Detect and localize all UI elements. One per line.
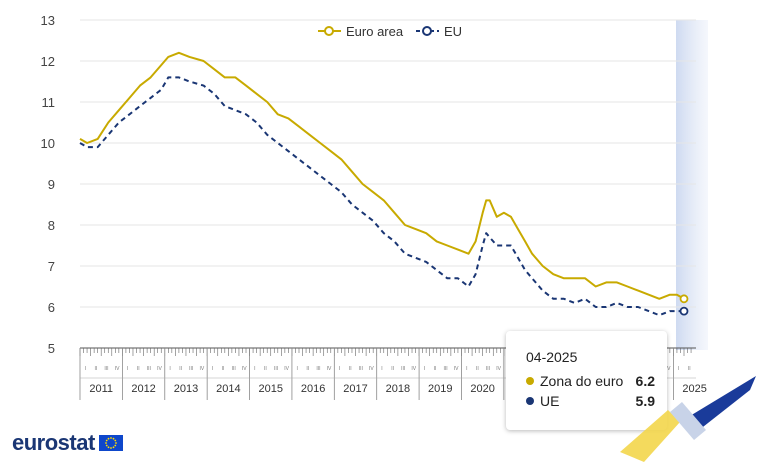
legend-eu-marker xyxy=(422,26,432,36)
quarter-label: II xyxy=(222,366,225,372)
quarter-label: II xyxy=(476,366,479,372)
year-label: 2018 xyxy=(386,383,410,395)
eurostat-logo: eurostat xyxy=(12,430,123,456)
quarter-label: IV xyxy=(496,366,501,372)
quarter-label: II xyxy=(391,366,394,372)
year-label: 2020 xyxy=(470,383,494,395)
quarter-label: II xyxy=(434,366,437,372)
quarter-label: II xyxy=(137,366,140,372)
quarter-label: IV xyxy=(157,366,162,372)
quarter-label: II xyxy=(264,366,267,372)
quarter-label: IV xyxy=(327,366,332,372)
y-tick-label: 7 xyxy=(48,259,55,274)
quarter-label: IV xyxy=(284,366,289,372)
euro-area-dot-icon xyxy=(526,377,534,385)
y-tick-label: 10 xyxy=(41,136,55,151)
quarter-label: III xyxy=(401,366,405,372)
quarter-label: I xyxy=(127,366,128,372)
quarter-label: I xyxy=(254,366,255,372)
tooltip-series-value: 5.9 xyxy=(635,393,655,409)
quarter-label: II xyxy=(95,366,98,372)
quarter-label: III xyxy=(232,366,236,372)
tooltip: 04-2025 Zona do euro 6.2 UE 5.9 xyxy=(506,331,667,430)
year-label: 2012 xyxy=(131,383,155,395)
quarter-label: I xyxy=(466,366,467,372)
eu-dot-icon xyxy=(526,397,534,405)
quarter-label: I xyxy=(381,366,382,372)
quarter-label: I xyxy=(339,366,340,372)
quarter-label: III xyxy=(104,366,108,372)
legend-euro-area-label[interactable]: Euro area xyxy=(346,24,404,39)
euro-area-line xyxy=(79,51,685,300)
decorative-ribbon-icon xyxy=(620,376,756,462)
quarter-label: I xyxy=(678,366,679,372)
legend-eu-label[interactable]: EU xyxy=(444,24,462,39)
year-label: 2015 xyxy=(258,383,282,395)
y-tick-label: 8 xyxy=(48,218,55,233)
grid xyxy=(80,19,696,308)
quarter-label: II xyxy=(306,366,309,372)
y-tick-label: 11 xyxy=(42,95,56,110)
tooltip-row-eu: UE 5.9 xyxy=(526,391,655,411)
highlight-band xyxy=(676,20,708,350)
quarter-label: I xyxy=(297,366,298,372)
quarter-label: I xyxy=(424,366,425,372)
quarter-label: IV xyxy=(411,366,416,372)
quarter-label: IV xyxy=(115,366,120,372)
tooltip-series-value: 6.2 xyxy=(635,373,655,389)
quarter-label: III xyxy=(443,366,447,372)
year-label: 2017 xyxy=(343,383,367,395)
legend-euro-area-marker xyxy=(324,26,334,36)
logo-text: eurostat xyxy=(12,430,95,455)
quarter-label: III xyxy=(189,366,193,372)
quarter-label: II xyxy=(179,366,182,372)
quarter-label: III xyxy=(147,366,151,372)
y-tick-label: 12 xyxy=(41,54,55,69)
eu-line xyxy=(79,76,684,317)
eu-last-point xyxy=(679,306,689,316)
tooltip-series-name: UE xyxy=(540,393,560,409)
year-label: 2016 xyxy=(301,383,325,395)
quarter-label: IV xyxy=(242,366,247,372)
quarter-label: III xyxy=(486,366,490,372)
quarter-label: IV xyxy=(454,366,459,372)
quarter-label: I xyxy=(212,366,213,372)
quarter-label: I xyxy=(85,366,86,372)
y-tick-label: 9 xyxy=(48,177,55,192)
quarter-label: II xyxy=(688,366,691,372)
euro-area-last-point xyxy=(679,294,689,304)
y-tick-label: 5 xyxy=(48,341,55,356)
year-label: 2019 xyxy=(428,383,452,395)
y-tick-label: 6 xyxy=(48,300,55,315)
quarter-label: III xyxy=(316,366,320,372)
year-label: 2013 xyxy=(174,383,198,395)
tooltip-series-name: Zona do euro xyxy=(540,373,624,389)
quarter-label: III xyxy=(274,366,278,372)
legend[interactable]: Euro area EU xyxy=(318,24,462,39)
quarter-label: IV xyxy=(199,366,204,372)
quarter-label: I xyxy=(169,366,170,372)
year-label: 2014 xyxy=(216,383,240,395)
quarter-label: III xyxy=(359,366,363,372)
series-lines xyxy=(79,51,689,317)
quarter-label: IV xyxy=(369,366,374,372)
eu-flag-icon xyxy=(98,435,123,451)
y-tick-label: 13 xyxy=(41,13,55,28)
tooltip-date: 04-2025 xyxy=(526,349,578,365)
quarter-label: II xyxy=(349,366,352,372)
y-axis: 5 6 7 8 9 10 11 12 13 xyxy=(41,13,55,356)
year-label: 2011 xyxy=(89,383,113,395)
year-label: 2025 xyxy=(682,383,706,395)
quarter-label: IV xyxy=(666,366,671,372)
tooltip-row-euro-area: Zona do euro 6.2 xyxy=(526,371,655,391)
